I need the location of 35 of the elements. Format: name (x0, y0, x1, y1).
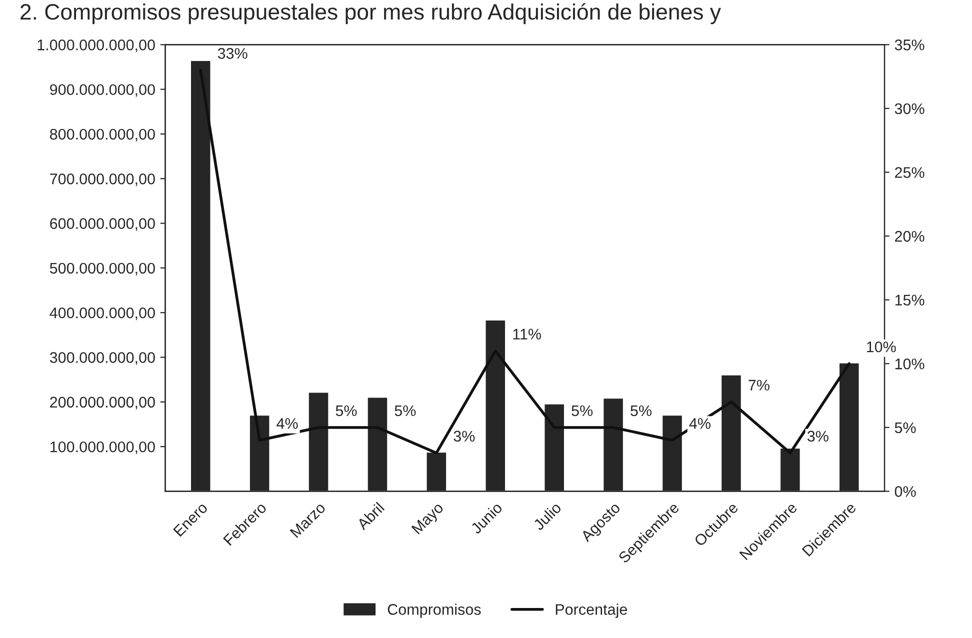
data-label: 33% (218, 48, 248, 59)
y-tick-label: 200.000.000,00 (50, 396, 155, 410)
legend-label: Porcentaje (556, 604, 628, 618)
legend-label: Compromisos (388, 604, 481, 618)
y2-tick-label: 35% (894, 40, 924, 50)
data-label: 7% (748, 380, 770, 391)
y-tick-label: 400.000.000,00 (50, 307, 155, 320)
y-tick-label: 800.000.000,00 (50, 128, 155, 142)
data-label: 10% (866, 341, 896, 352)
data-label: 3% (454, 430, 475, 442)
data-label: 4% (276, 418, 298, 429)
y-tick-label: 500.000.000,00 (50, 262, 155, 276)
y2-tick-label: 0% (894, 486, 916, 497)
data-label: 11% (513, 328, 541, 340)
y2-tick-label: 30% (894, 103, 924, 114)
y2-tick-label: 5% (894, 422, 916, 434)
line-series (199, 68, 851, 454)
y-tick-label: 100.000.000,00 (50, 441, 155, 454)
x-tick-label: Julio (532, 501, 562, 531)
y2-tick-label: 15% (895, 294, 924, 306)
y-tick-label: 1.000.000.000,00 (38, 40, 155, 52)
y-tick-label: 700.000.000,00 (50, 174, 155, 186)
y-tick-label: 300.000.000,00 (50, 352, 155, 365)
data-label: 5% (630, 405, 652, 416)
chart-title: 2. Compromisos presupuestales por mes rubro Adquisición de bienes y (20, 3, 721, 24)
data-label: 5% (336, 405, 357, 416)
y2-tick-label: 25% (895, 167, 924, 178)
data-label: 5% (394, 405, 416, 416)
data-label: 5% (572, 405, 593, 416)
y-tick-label: 600.000.000,00 (50, 218, 155, 231)
data-label: 4% (689, 418, 710, 429)
y-tick-label: 900.000.000,00 (50, 84, 155, 97)
y2-tick-label: 10% (895, 358, 924, 370)
y2-tick-label: 20% (895, 230, 924, 242)
data-label: 3% (807, 430, 828, 442)
